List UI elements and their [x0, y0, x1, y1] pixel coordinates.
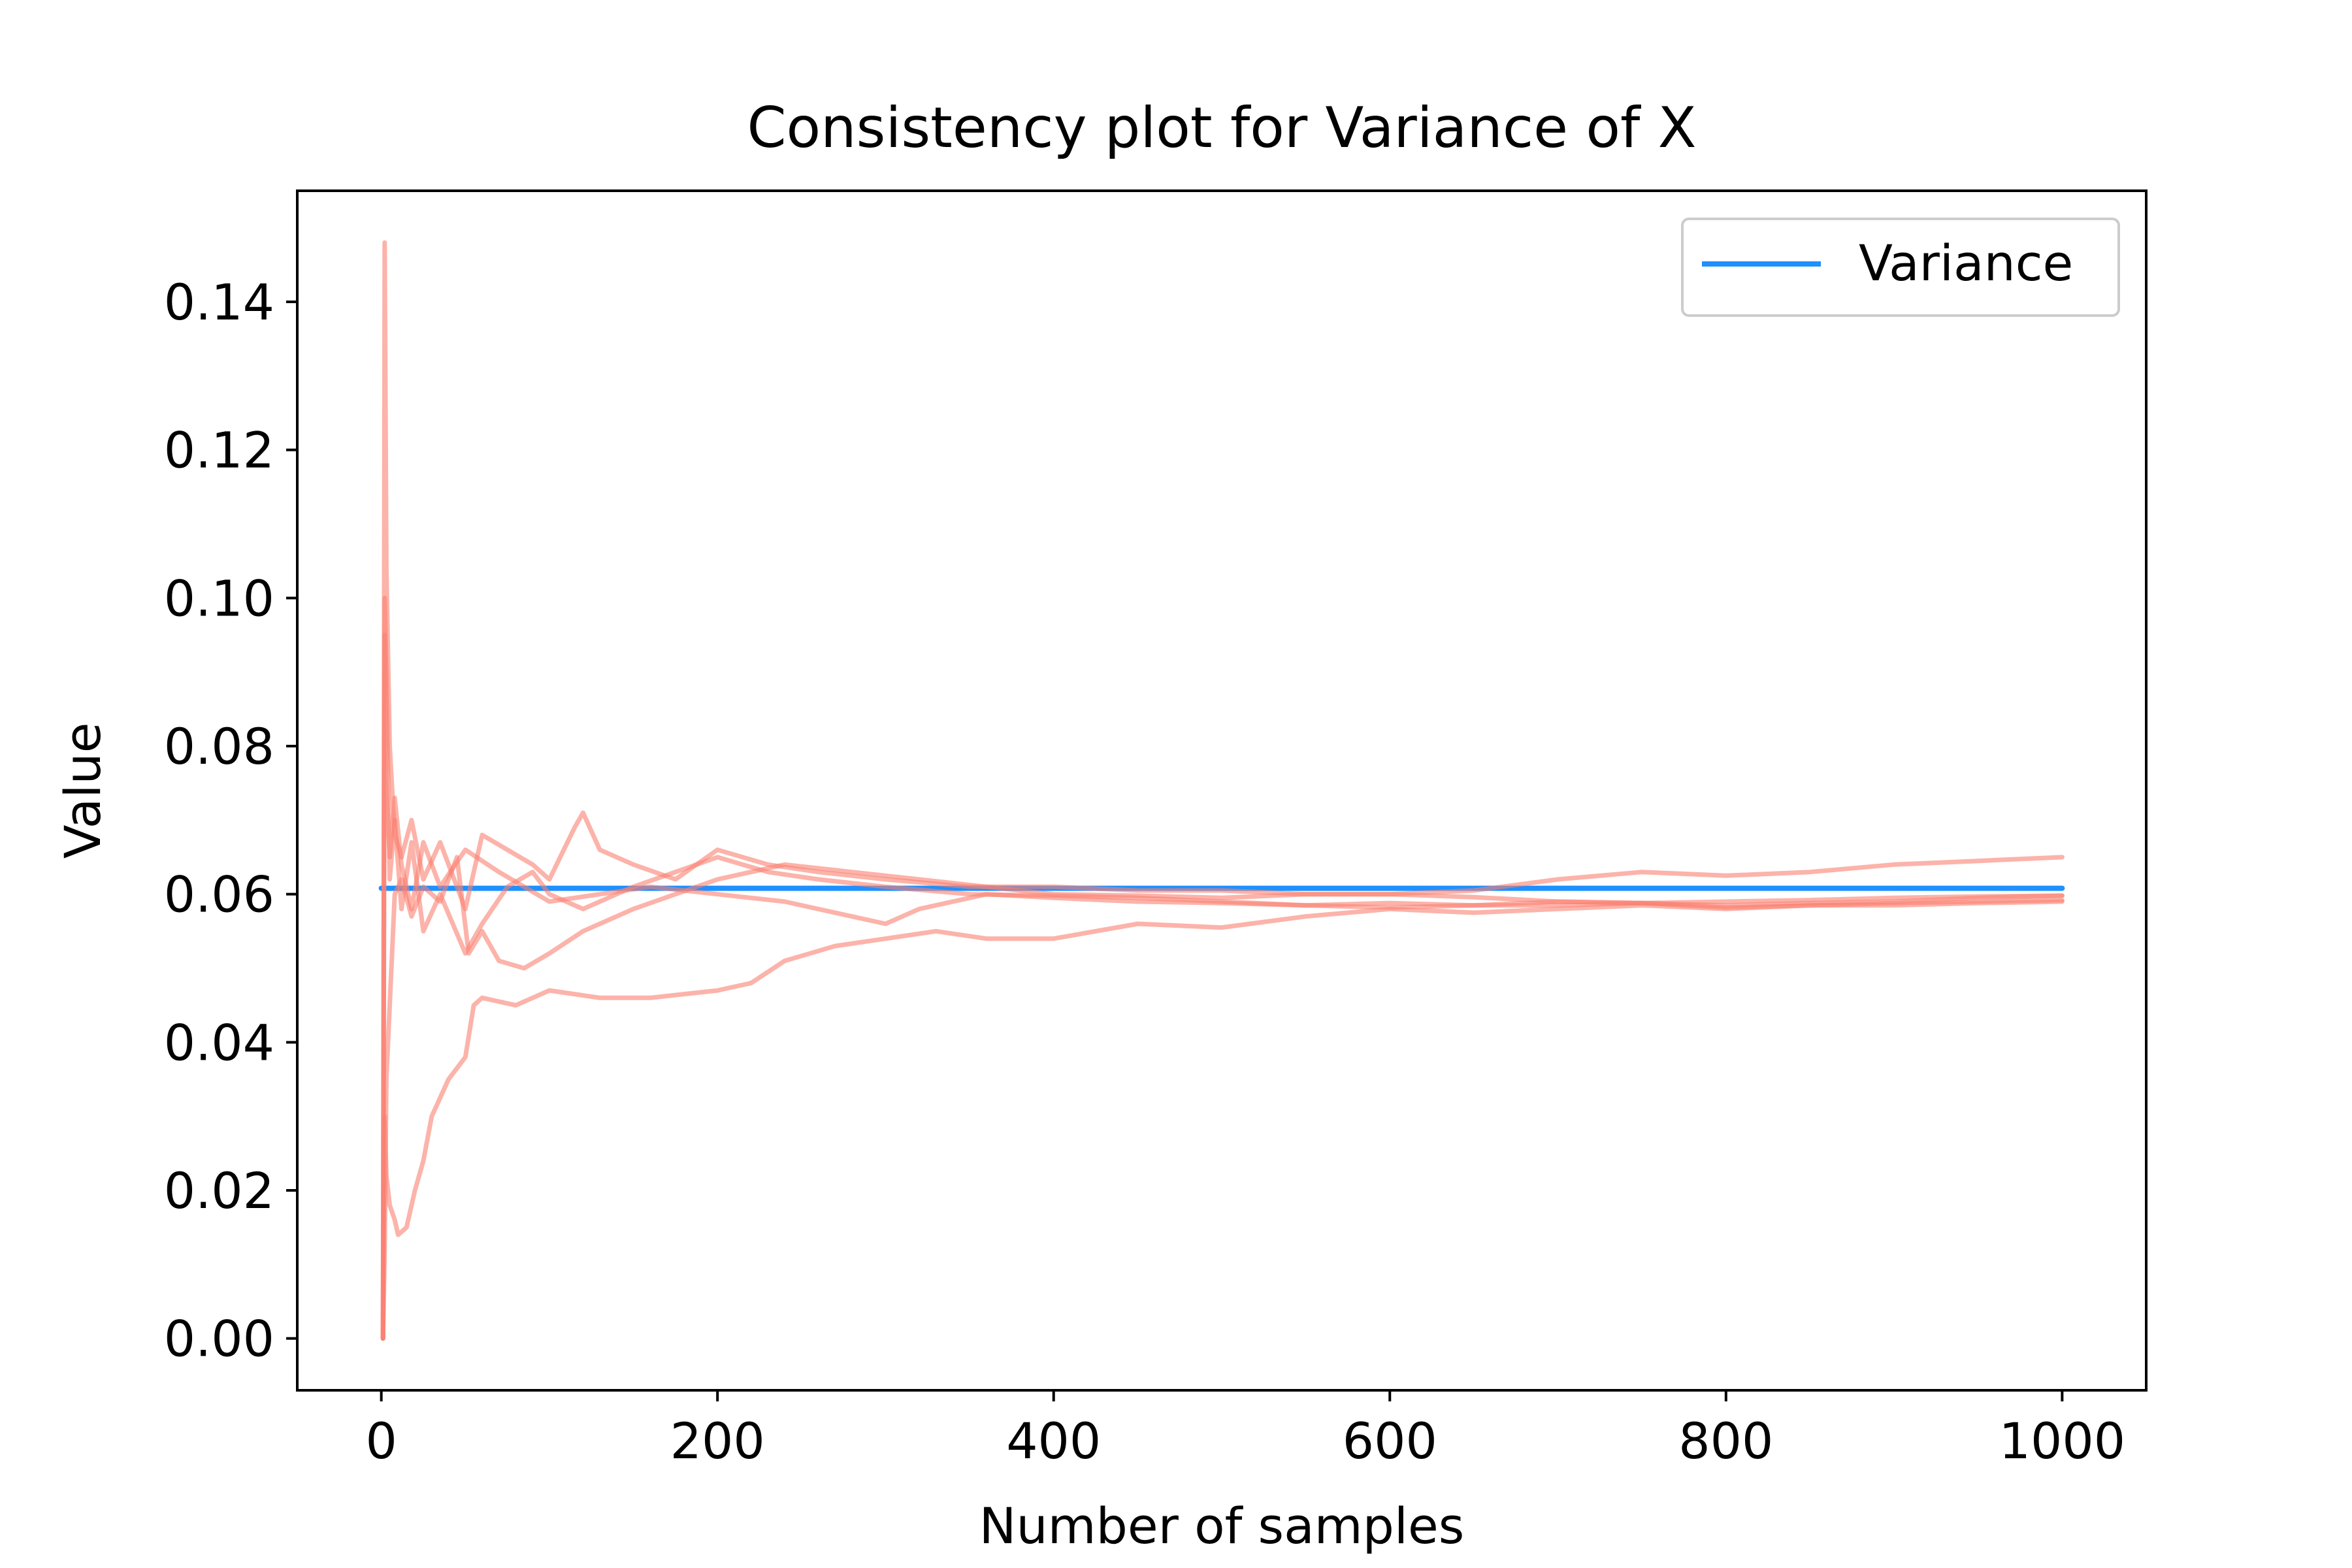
sample-run-line	[380, 899, 2065, 1341]
x-axis-label: Number of samples	[979, 1497, 1465, 1555]
sample-run-line	[380, 632, 2065, 1341]
y-axis-label: Value	[54, 723, 112, 859]
x-tick-label: 0	[365, 1412, 397, 1470]
x-tick-label: 600	[1343, 1412, 1437, 1470]
y-tick-label: 0.02	[164, 1162, 274, 1220]
chart-title: Consistency plot for Variance of X	[747, 95, 1696, 161]
plot-area-frame	[296, 189, 2148, 1392]
x-tick-label: 800	[1678, 1412, 1773, 1470]
y-tick-label: 0.12	[164, 421, 274, 480]
x-tick-label: 1000	[1999, 1412, 2125, 1470]
legend-variance-label: Variance	[1859, 234, 2073, 292]
y-tick-label: 0.10	[164, 569, 274, 627]
y-tick-label: 0.04	[164, 1013, 274, 1071]
y-tick-label: 0.14	[164, 273, 274, 331]
x-axis-ticks: 0 200 400 600 800 1000	[365, 1390, 2125, 1470]
series-layer	[378, 240, 2065, 1341]
x-tick-label: 400	[1006, 1412, 1101, 1470]
y-tick-label: 0.08	[164, 717, 274, 776]
x-tick-label: 200	[670, 1412, 765, 1470]
y-tick-label: 0.00	[164, 1310, 274, 1368]
legend: Variance	[1681, 218, 2120, 317]
sample-run-line	[380, 240, 2065, 1341]
legend-box	[1681, 218, 2120, 317]
y-tick-label: 0.06	[164, 866, 274, 924]
y-axis-ticks: 0.00 0.02 0.04 0.06 0.08 0.10 0.12 0.14	[164, 273, 297, 1368]
